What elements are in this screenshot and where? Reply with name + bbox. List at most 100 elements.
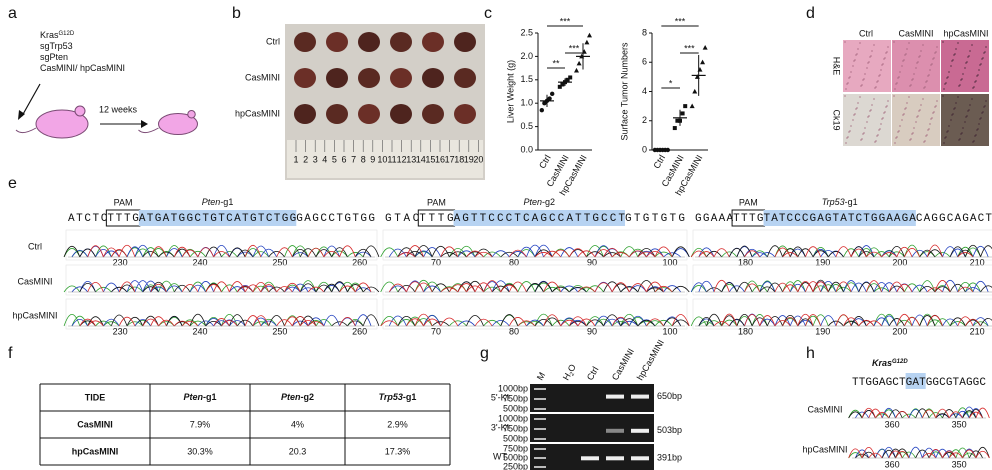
trace-tick: 210	[970, 326, 985, 336]
gel-band	[606, 428, 624, 433]
cell	[899, 125, 901, 127]
ladder-band	[534, 466, 546, 468]
cell	[908, 42, 910, 44]
trace-tick: 250	[272, 257, 287, 267]
lane-label-part: O	[566, 363, 578, 374]
codon-highlight	[905, 373, 926, 389]
ladder-label: 750bp	[503, 393, 528, 403]
liver	[454, 68, 476, 88]
table-cell: 2.9%	[387, 419, 408, 429]
cell	[945, 136, 947, 138]
cell	[896, 82, 898, 84]
chromatogram-trace	[71, 280, 372, 293]
sig-label: ***	[675, 16, 686, 26]
sequence: GGAAA	[695, 213, 733, 225]
cell	[966, 115, 968, 117]
panel-label: e	[8, 175, 17, 192]
chromatogram-trace	[848, 446, 990, 459]
micrograph	[941, 94, 989, 146]
cell	[957, 96, 959, 98]
protospacer-highlight	[453, 210, 625, 226]
dot	[557, 84, 562, 89]
pam-label: PAM	[114, 197, 133, 207]
cell	[984, 51, 986, 53]
table-cell: 20.3	[289, 446, 307, 456]
cell	[856, 107, 858, 109]
ruler-number: 6	[341, 154, 346, 164]
cell	[955, 102, 957, 104]
cell	[868, 61, 870, 63]
panel-label: g	[480, 345, 489, 362]
y-axis-label: Liver Weight (g)	[505, 60, 515, 123]
gene-label: sgTrp53	[40, 41, 73, 51]
gel-row-label: 5'-KI	[491, 392, 509, 402]
ladder-label: 1000bp	[498, 383, 528, 393]
cell	[959, 84, 961, 86]
chromatogram-trace	[397, 314, 690, 327]
cell	[875, 86, 877, 88]
trace-tick: 200	[892, 257, 907, 267]
chromatogram-trace	[388, 315, 682, 327]
panel-label: h	[806, 345, 815, 362]
trace-tick: 360	[885, 459, 900, 469]
guide-label: Pten-g1	[202, 197, 234, 207]
cell	[973, 86, 975, 88]
cell	[928, 128, 930, 130]
table-cell: 7.9%	[190, 419, 211, 429]
dot	[539, 108, 544, 113]
dot	[568, 75, 573, 80]
chromatogram-trace	[861, 407, 990, 419]
chromatogram-trace	[79, 281, 380, 293]
ladder-label: 500bp	[503, 433, 528, 443]
gene-title: KrasG12D	[872, 358, 908, 368]
chromatogram-trace	[388, 244, 690, 258]
mouse-tail	[15, 127, 37, 134]
chromatogram-trace	[706, 244, 992, 258]
cell	[924, 86, 926, 88]
cell	[873, 44, 875, 46]
micrograph	[941, 40, 989, 92]
trace-tick: 70	[431, 257, 441, 267]
guide-label: Pten-g2	[524, 197, 556, 207]
cell	[857, 48, 859, 50]
mouse-body	[35, 109, 89, 139]
ruler-number: 20	[473, 154, 483, 164]
cell	[868, 115, 870, 117]
table-header-part: Pten	[281, 392, 301, 402]
ruler-number: 2	[303, 154, 308, 164]
lane-label: CasMINI	[610, 347, 636, 382]
lane-label-part: hpCasMINI	[635, 338, 666, 382]
sequence: ATCTC	[68, 213, 108, 225]
cell	[903, 113, 905, 115]
mouse-tail	[138, 127, 159, 134]
cell	[863, 78, 865, 80]
cell	[920, 50, 922, 52]
cell	[928, 74, 930, 76]
cell	[864, 73, 866, 75]
cell	[955, 48, 957, 50]
chromatogram-trace	[388, 280, 673, 293]
gel	[530, 414, 654, 442]
table-cell: 17.3%	[385, 446, 411, 456]
cell	[985, 100, 987, 102]
chromatogram-trace	[79, 315, 356, 327]
sequence: TTTG	[107, 213, 138, 225]
cell	[936, 46, 938, 48]
ruler-number: 13	[406, 154, 416, 164]
mouse-body	[158, 113, 198, 135]
cell	[894, 88, 896, 90]
cell	[980, 117, 982, 119]
cell	[947, 130, 949, 132]
cell	[850, 125, 852, 127]
cell	[936, 100, 938, 102]
cell	[880, 69, 882, 71]
table-cell: 4%	[291, 419, 304, 429]
dot	[689, 103, 695, 109]
cell	[912, 78, 914, 80]
cell	[964, 121, 966, 123]
liver	[358, 68, 380, 88]
cell	[894, 142, 896, 144]
ladder-label: 750bp	[503, 423, 528, 433]
cell	[854, 59, 856, 61]
